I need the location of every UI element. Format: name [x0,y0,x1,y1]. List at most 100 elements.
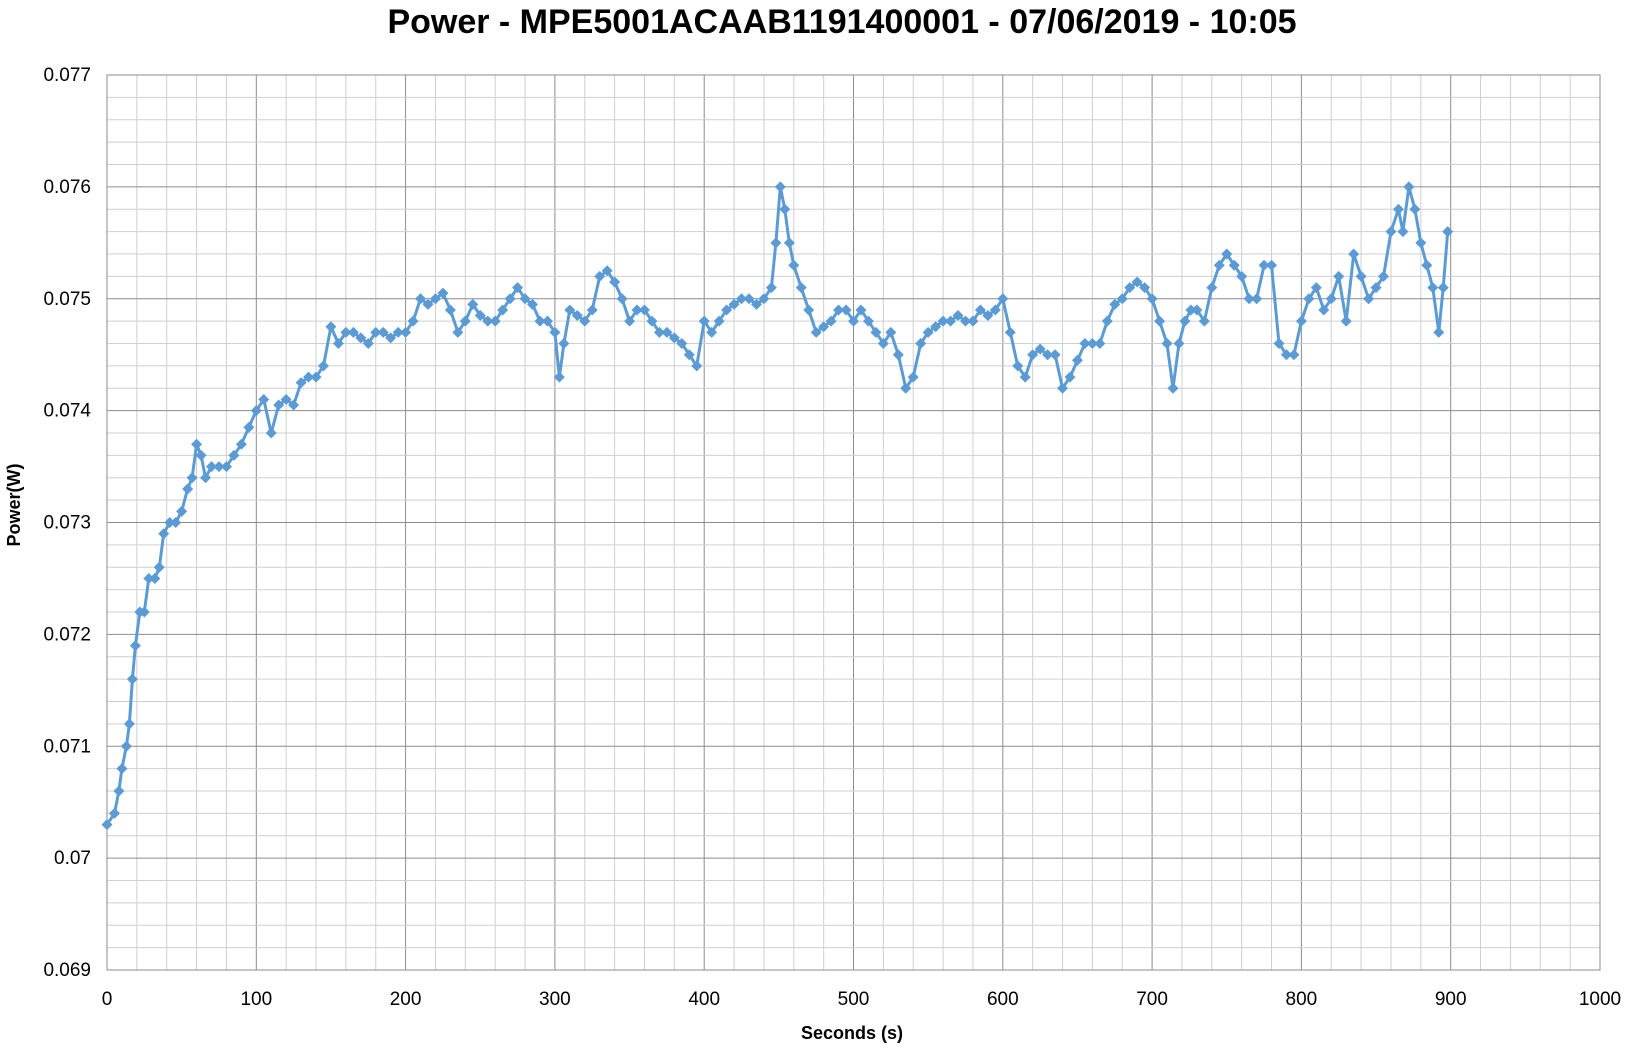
data-point [959,315,971,327]
data-point [444,304,456,316]
data-point [519,293,531,305]
data-point [1146,293,1158,305]
data-point [1139,282,1151,294]
data-point [616,293,628,305]
data-point [862,315,874,327]
y-axis-ticks: 0.069 0.07 0.071 0.072 0.073 0.074 0.075 0.076 0… [43,65,91,981]
data-point [661,326,673,338]
data-point [325,321,337,333]
data-point [129,640,141,652]
data-point [638,304,650,316]
data-point [1273,338,1285,349]
data-point [601,265,613,277]
y-tick-label: 0.076 [43,177,91,198]
data-point [855,304,867,316]
x-tick-label: 600 [987,989,1019,1010]
data-point [206,461,218,473]
data-point [1116,293,1128,305]
data-point [1027,349,1039,361]
series-line [105,185,1450,826]
data-point [126,673,138,685]
data-point [1385,226,1397,238]
data-point [982,310,994,322]
grid [106,74,1601,971]
data-point [1258,259,1270,271]
data-point [1101,315,1113,327]
y-tick-label: 0.074 [43,401,91,422]
x-tick-label: 800 [1286,989,1318,1010]
data-point [1266,259,1278,271]
data-point [668,332,680,344]
data-point [840,304,852,316]
data-point [698,315,710,327]
data-point [1442,226,1454,238]
data-point [213,461,225,473]
data-point [609,276,621,288]
y-tick-label: 0.072 [43,624,91,645]
data-point [1243,293,1255,305]
data-point [295,377,307,389]
data-point [818,321,830,333]
data-point [280,393,292,405]
data-point [765,282,777,294]
data-point [594,270,606,282]
data-point [770,237,782,249]
data-point [1071,354,1083,366]
data-point [534,315,546,327]
y-tick-label: 0.075 [43,289,91,310]
data-point [504,293,516,305]
data-point [553,371,565,383]
data-point [922,326,934,338]
data-point [1154,315,1166,327]
data-point [1049,349,1061,361]
data-point [1403,181,1415,193]
data-point [549,326,561,338]
data-point [1280,349,1292,361]
data-point [108,807,120,819]
data-point [1213,259,1225,271]
data-point [1370,282,1382,294]
data-point [377,326,389,338]
data-point [541,315,553,327]
data-point [758,293,770,305]
data-point [877,338,889,349]
data-point [721,304,733,316]
data-point [355,332,367,344]
data-point [101,819,113,831]
data-point [788,259,800,271]
y-tick-label: 0.077 [43,65,91,86]
data-point [1221,248,1233,260]
series-power [101,181,1454,831]
data-point [362,338,374,349]
data-point [200,472,212,484]
data-point [952,310,964,322]
data-point [120,740,132,752]
data-point [833,304,845,316]
data-point [1333,270,1345,282]
data-point [1185,304,1197,316]
data-point [1355,270,1367,282]
x-tick-label: 500 [838,989,870,1010]
x-tick-label: 0 [102,989,113,1010]
data-point [452,326,464,338]
data-point [149,572,161,584]
data-point [1173,338,1185,349]
data-point [1433,326,1445,338]
data-point [1392,203,1404,215]
data-point [743,293,755,305]
data-point [1288,349,1300,361]
data-point [1064,371,1076,383]
data-point [646,315,658,327]
data-point [437,287,449,299]
data-point [1228,259,1240,271]
data-point [558,338,570,349]
data-point [579,315,591,327]
data-point [220,461,232,473]
data-point [392,326,404,338]
data-point [779,203,791,215]
data-point [317,360,329,372]
data-point [1012,360,1024,372]
data-point [1191,304,1203,316]
data-point [1019,371,1031,383]
x-tick-label: 200 [390,989,422,1010]
